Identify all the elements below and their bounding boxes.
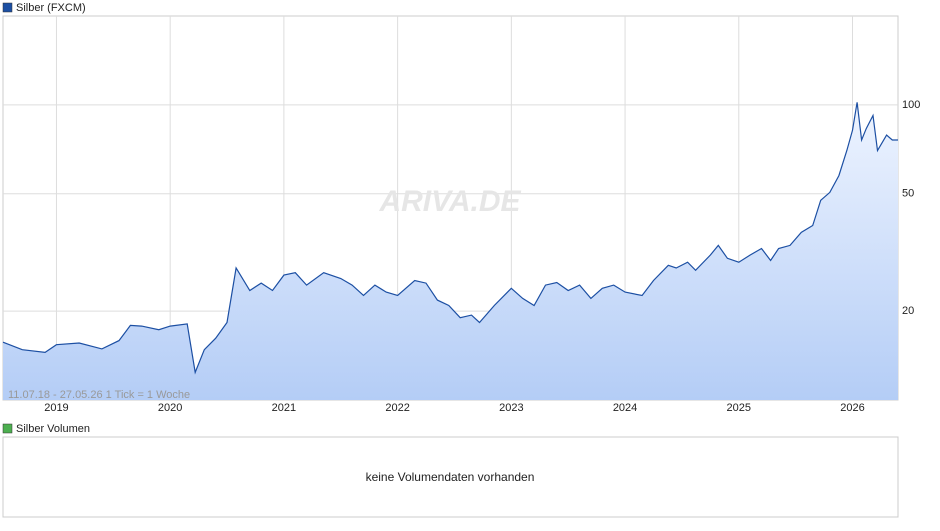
x-tick-label: 2020 [158,402,182,414]
x-tick-label: 2024 [613,402,637,414]
y-tick-label: 50 [902,188,914,200]
x-tick-label: 2022 [385,402,409,414]
legend-swatch [2,2,13,13]
volume-title: Silber Volumen [16,423,90,435]
volume-message: keine Volumendaten vorhanden [366,470,535,484]
chart-title: Silber (FXCM) [16,2,86,14]
x-tick-label: 2026 [840,402,864,414]
legend-swatch [2,423,13,434]
x-tick-label: 2023 [499,402,523,414]
x-tick-label: 2019 [44,402,68,414]
line [2,102,898,375]
watermark: ARIVA.DE [378,185,521,218]
x-tick-label: 2025 [727,402,751,414]
y-tick-label: 20 [902,305,914,317]
annotation: 11.07.18 - 27.05.26 1 Tick = 1 Woche [8,389,190,401]
area-fill [3,102,898,401]
x-tick-label: 2021 [272,402,296,414]
y-tick-label: 100 [902,99,920,111]
volume-frame [2,436,899,518]
